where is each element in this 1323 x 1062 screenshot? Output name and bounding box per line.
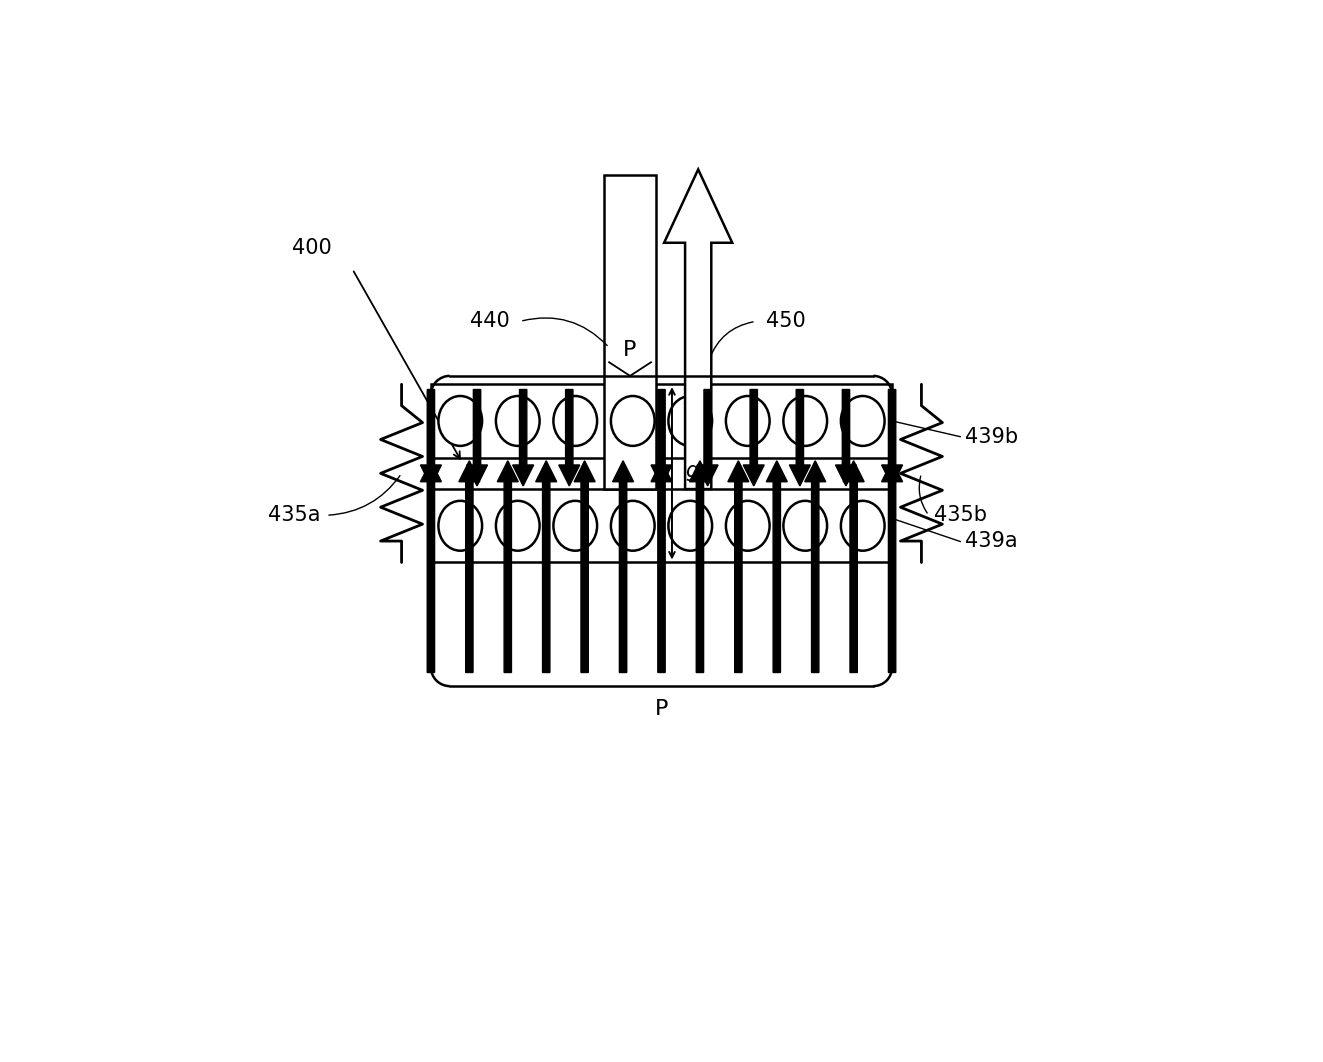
FancyArrow shape [843,461,864,672]
FancyArrow shape [766,461,787,672]
FancyArrow shape [744,390,765,486]
Ellipse shape [726,501,770,551]
Ellipse shape [611,396,655,446]
Bar [431,384,892,458]
Text: 435b: 435b [934,506,987,526]
Text: 400: 400 [291,238,331,258]
Ellipse shape [496,501,540,551]
FancyArrow shape [689,461,710,672]
Ellipse shape [668,396,712,446]
Ellipse shape [841,501,885,551]
FancyArrow shape [664,170,732,490]
Ellipse shape [496,396,540,446]
Bar [431,490,892,563]
Text: 435a: 435a [269,506,321,526]
FancyArrow shape [421,390,442,486]
Text: 439a: 439a [966,531,1019,551]
FancyArrow shape [421,461,442,672]
Ellipse shape [553,501,597,551]
FancyArrow shape [728,461,749,672]
Text: $g_1$: $g_1$ [684,463,708,483]
FancyArrow shape [574,461,595,672]
Text: P: P [623,340,636,360]
Text: 439b: 439b [966,427,1019,447]
FancyArrow shape [651,461,672,672]
Ellipse shape [783,501,827,551]
FancyArrow shape [881,461,902,672]
Ellipse shape [783,396,827,446]
Bar [603,174,656,490]
Ellipse shape [438,501,482,551]
Ellipse shape [726,396,770,446]
FancyArrow shape [804,461,826,672]
FancyArrow shape [558,390,579,486]
FancyArrow shape [836,390,856,486]
FancyArrow shape [881,390,902,486]
FancyArrow shape [513,390,533,486]
Ellipse shape [611,501,655,551]
Text: P: P [655,699,668,719]
FancyArrow shape [651,390,672,486]
Text: 450: 450 [766,311,806,331]
Ellipse shape [553,396,597,446]
FancyArrow shape [697,390,718,486]
FancyArrow shape [790,390,810,486]
Ellipse shape [841,396,885,446]
FancyArrow shape [459,461,480,672]
Text: 440: 440 [470,311,509,331]
FancyArrow shape [497,461,519,672]
Ellipse shape [438,396,482,446]
FancyArrow shape [536,461,557,672]
FancyArrow shape [613,461,634,672]
FancyArrow shape [467,390,487,486]
Ellipse shape [668,501,712,551]
